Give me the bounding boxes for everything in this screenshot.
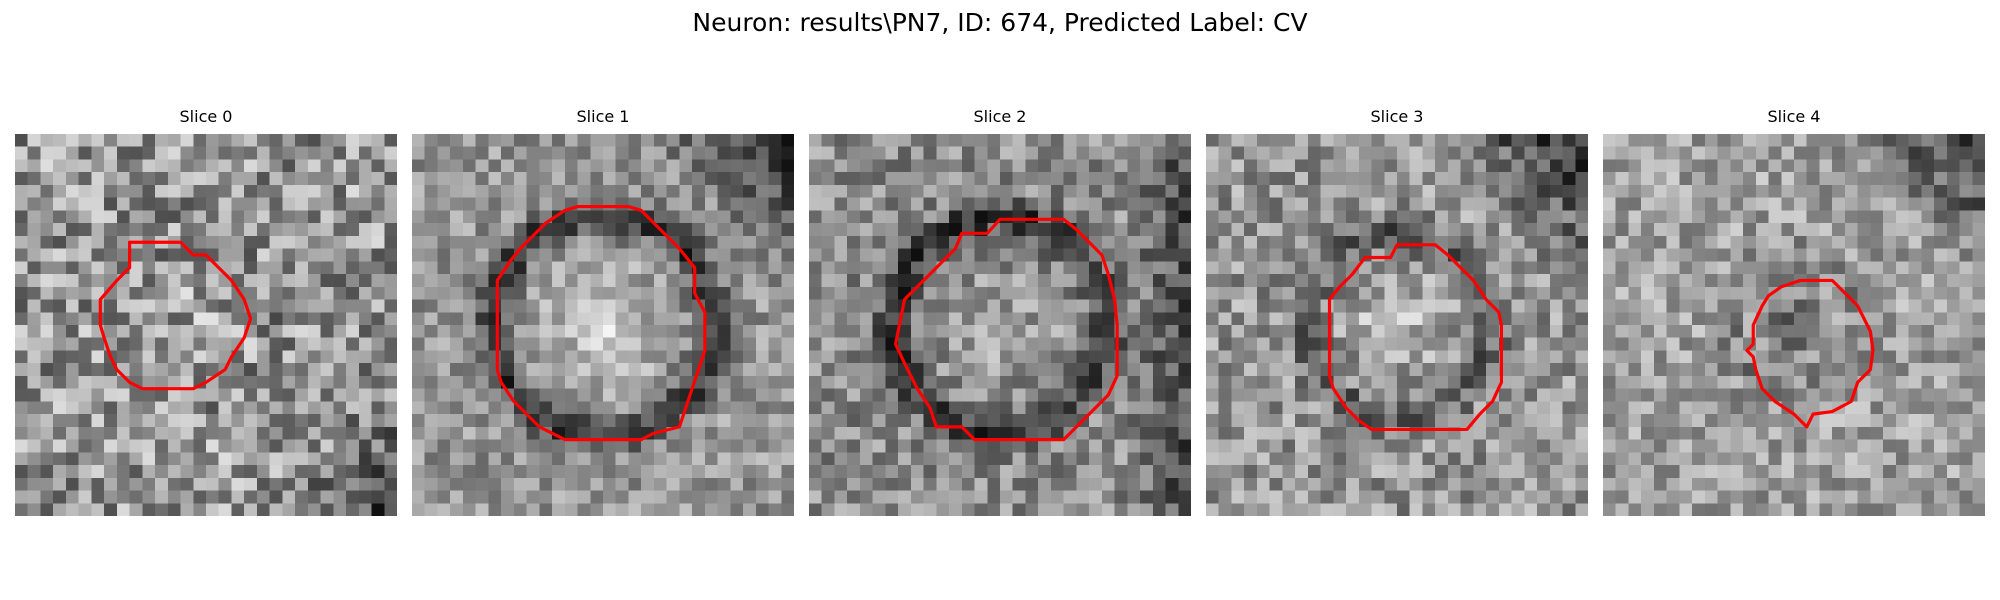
slice-2-image bbox=[809, 134, 1191, 516]
slice-0-pixels bbox=[15, 134, 397, 516]
slice-4-pixels bbox=[1603, 134, 1985, 516]
slice-0-panel: Slice 0 bbox=[15, 106, 397, 516]
slice-4-panel: Slice 4 bbox=[1603, 106, 1985, 516]
slice-2-panel: Slice 2 bbox=[809, 106, 1191, 516]
slice-1-panel: Slice 1 bbox=[412, 106, 794, 516]
slice-1-title: Slice 1 bbox=[576, 107, 630, 126]
slice-0-contour bbox=[98, 240, 253, 391]
slice-1-contour bbox=[495, 204, 707, 442]
slice-4-image bbox=[1603, 134, 1985, 516]
figure-title: Neuron: results\PN7, ID: 674, Predicted … bbox=[692, 8, 1308, 37]
slice-3-contour bbox=[1327, 243, 1504, 432]
slice-2-contour bbox=[893, 217, 1119, 442]
slice-2-title: Slice 2 bbox=[973, 107, 1027, 126]
slice-0-image bbox=[15, 134, 397, 516]
slice-2-pixels bbox=[809, 134, 1191, 516]
slice-1-image bbox=[412, 134, 794, 516]
slice-4-title: Slice 4 bbox=[1767, 107, 1821, 126]
slice-1-pixels bbox=[412, 134, 794, 516]
slice-3-image bbox=[1206, 134, 1588, 516]
slice-4-contour bbox=[1745, 278, 1875, 429]
slice-0-title: Slice 0 bbox=[179, 107, 233, 126]
slice-3-title: Slice 3 bbox=[1370, 107, 1424, 126]
slice-3-pixels bbox=[1206, 134, 1588, 516]
slice-3-panel: Slice 3 bbox=[1206, 106, 1588, 516]
